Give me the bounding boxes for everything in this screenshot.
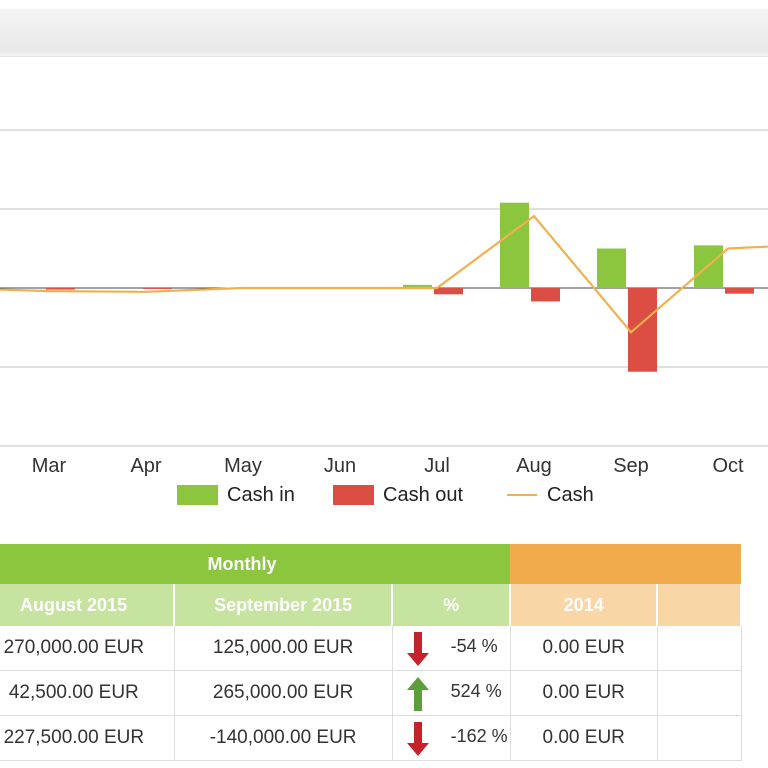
chart-legend: Cash in Cash out Cash <box>0 478 768 512</box>
column-header-percent: % <box>392 584 512 626</box>
cell-2014: 0.00 EUR <box>510 715 658 761</box>
legend-line-cash <box>507 494 537 496</box>
chart-bars <box>46 202 754 372</box>
column-header-2014: 2014 <box>510 584 659 626</box>
monthly-group-header: Monthly <box>0 544 511 584</box>
legend-label-cash-out: Cash out <box>383 483 464 506</box>
arrow-down-shape <box>406 722 429 756</box>
x-tick-label: Jun <box>324 455 356 476</box>
table-row: 42,500.00 EUR 265,000.00 EUR 524 % 0.00 … <box>0 670 742 716</box>
legend-swatch-cash-in <box>177 485 218 505</box>
cell-september: 125,000.00 EUR <box>174 626 393 671</box>
x-tick-label: Mar <box>32 455 67 476</box>
legend-item-cash-out[interactable]: Cash out <box>333 478 463 512</box>
arrow-up-icon <box>406 677 429 711</box>
x-tick-label: May <box>224 455 262 476</box>
legend-item-cash[interactable]: Cash <box>507 478 594 512</box>
bar-cash-out <box>434 288 463 295</box>
x-tick-label: Oct <box>712 455 744 476</box>
column-header-next <box>657 584 742 626</box>
legend-label-cash-in: Cash in <box>227 483 295 506</box>
arrow-down-icon <box>406 722 429 756</box>
x-tick-label: Aug <box>516 455 552 476</box>
bar-cash-in <box>500 202 529 288</box>
comparison-table: Monthly August 2015 September 2015 % 201… <box>0 544 742 761</box>
bar-cash-out <box>46 288 75 290</box>
cell-percent: -54 % <box>392 626 511 671</box>
arrow-down-icon <box>406 632 429 666</box>
cash-flow-chart: FebMarAprMayJunJulAugSepOctNov <box>0 129 768 476</box>
x-tick-label: Jul <box>424 455 450 476</box>
bar-cash-out <box>531 288 560 302</box>
table-row: 227,500.00 EUR -140,000.00 EUR -162 % 0.… <box>0 715 742 761</box>
cell-august: 227,500.00 EUR <box>0 715 175 761</box>
bar-cash-in <box>597 248 626 288</box>
x-tick-label: Sep <box>613 455 649 476</box>
table-row: 270,000.00 EUR 125,000.00 EUR -54 % 0.00… <box>0 626 742 671</box>
percent-value: -162 % <box>450 726 508 746</box>
arrow-up-shape <box>406 677 429 711</box>
x-tick-label: Apr <box>130 455 161 476</box>
cell-august: 42,500.00 EUR <box>0 670 175 716</box>
cell-september: -140,000.00 EUR <box>174 715 393 761</box>
legend-label-cash: Cash <box>547 483 594 506</box>
cell-percent: 524 % <box>392 670 511 716</box>
cell-next <box>657 670 742 716</box>
cell-august: 270,000.00 EUR <box>0 626 175 671</box>
arrow-down-shape <box>406 632 429 666</box>
percent-value: 524 % <box>450 681 502 701</box>
bar-cash-out <box>725 288 754 294</box>
cell-next <box>657 715 742 761</box>
legend-swatch-cash-out <box>333 485 374 505</box>
column-header-august-2015: August 2015 <box>0 584 176 626</box>
panel-header-bar <box>0 0 768 57</box>
cell-september: 265,000.00 EUR <box>174 670 393 716</box>
cell-percent: -162 % <box>392 715 511 761</box>
cell-2014: 0.00 EUR <box>510 670 658 716</box>
cell-next <box>657 626 742 671</box>
chart-x-axis: FebMarAprMayJunJulAugSepOctNov <box>32 455 744 476</box>
legend-item-cash-in[interactable]: Cash in <box>177 478 295 512</box>
bar-cash-out <box>143 288 172 289</box>
yearly-group-header <box>510 544 741 584</box>
percent-value: -54 % <box>450 636 498 656</box>
chart-line <box>0 214 768 334</box>
column-header-september-2015: September 2015 <box>174 584 394 626</box>
cell-2014: 0.00 EUR <box>510 626 658 671</box>
bar-cash-in <box>403 284 432 288</box>
series-line-cash <box>0 214 768 334</box>
